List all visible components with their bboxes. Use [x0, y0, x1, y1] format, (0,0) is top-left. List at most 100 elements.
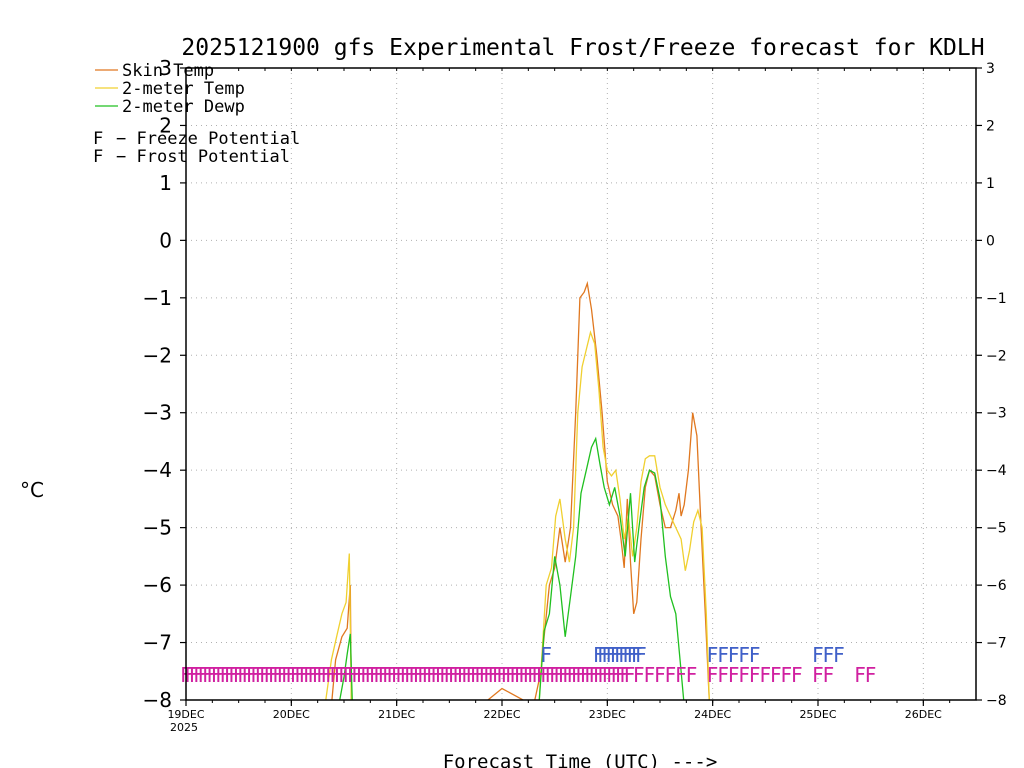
legend-freeze-label: − Freeze Potential — [116, 129, 300, 149]
x-axis-label: Forecast Time (UTC) ---> — [443, 751, 718, 768]
freeze-mark: F — [294, 663, 306, 687]
freeze-mark: F — [299, 663, 311, 687]
freeze-mark: F — [540, 663, 552, 687]
x-tick-label: 20DEC — [273, 708, 310, 721]
freeze-mark: F — [246, 663, 258, 687]
y-tick-label-right: −2 — [986, 348, 1007, 364]
freeze-mark: F — [749, 663, 761, 687]
freeze-mark: F — [264, 663, 276, 687]
frost-mark: F — [739, 643, 751, 667]
freeze-mark: F — [781, 663, 793, 687]
freeze-mark: F — [624, 663, 636, 687]
y-tick-label: −8 — [143, 688, 172, 712]
freeze-mark: F — [431, 663, 443, 687]
frost-mark: F — [812, 643, 824, 667]
freeze-mark: F — [330, 663, 342, 687]
freeze-mark: F — [675, 663, 687, 687]
freeze-mark: F — [404, 663, 416, 687]
freeze-mark: F — [185, 663, 197, 687]
freeze-mark: F — [413, 663, 425, 687]
frost-mark: F — [602, 643, 614, 667]
freeze-mark: F — [760, 663, 772, 687]
frost-mark: F — [623, 643, 635, 667]
legend-freeze-symbol: F — [93, 129, 103, 149]
x-tick-label: 23DEC — [589, 708, 626, 721]
x-tick-label: 21DEC — [378, 708, 415, 721]
freeze-mark: F — [220, 663, 232, 687]
y-tick-label-right: 3 — [986, 61, 995, 77]
freeze-mark: F — [255, 663, 267, 687]
legend-t2m-label: 2-meter Temp — [122, 79, 245, 99]
y-tick-label-right: −4 — [986, 463, 1007, 479]
frost-mark: F — [717, 643, 729, 667]
freeze-mark: F — [644, 663, 656, 687]
x-tick-label: 22DEC — [483, 708, 520, 721]
frost-mark: F — [833, 643, 845, 667]
freeze-mark: F — [598, 663, 610, 687]
freeze-mark: F — [470, 663, 482, 687]
y-axis-label: °C — [20, 478, 44, 502]
grid-lines — [186, 68, 976, 700]
freeze-mark: F — [686, 663, 698, 687]
freeze-mark: F — [448, 663, 460, 687]
y-tick-label-right: −1 — [986, 291, 1007, 307]
potential-markers: FFFFFFFFFFFFFFFFFFFFFFFFFFFFFFFFFFFFFFFF… — [180, 643, 876, 687]
freeze-mark: F — [334, 663, 346, 687]
legend-freeze-text: Freeze Potential — [136, 129, 300, 149]
freeze-mark: F — [417, 663, 429, 687]
y-tick-label: −7 — [143, 631, 172, 655]
freeze-mark: F — [619, 663, 631, 687]
freeze-mark: F — [492, 663, 504, 687]
freeze-mark: F — [633, 663, 645, 687]
frost-mark: F — [593, 643, 605, 667]
freeze-mark: F — [189, 663, 201, 687]
freeze-mark: F — [488, 663, 500, 687]
frost-mark: F — [631, 643, 643, 667]
series-line-2 — [339, 436, 685, 700]
y-tick-label: −5 — [143, 516, 172, 540]
y-tick-label: −2 — [143, 343, 172, 367]
freeze-mark: F — [558, 663, 570, 687]
legend: Skin Temp 2-meter Temp 2-meter Dewp F − … — [93, 61, 300, 167]
freeze-mark: F — [193, 663, 205, 687]
freeze-mark: F — [211, 663, 223, 687]
frost-mark: F — [823, 643, 835, 667]
freeze-mark: F — [343, 663, 355, 687]
freeze-mark: F — [395, 663, 407, 687]
frost-mark: F — [635, 643, 647, 667]
freeze-mark: F — [251, 663, 263, 687]
freeze-mark: F — [272, 663, 284, 687]
freeze-mark: F — [770, 663, 782, 687]
freeze-mark: F — [589, 663, 601, 687]
freeze-mark: F — [527, 663, 539, 687]
freeze-mark: F — [483, 663, 495, 687]
y-tick-label: −3 — [143, 401, 172, 425]
freeze-mark: F — [378, 663, 390, 687]
freeze-mark: F — [347, 663, 359, 687]
freeze-mark: F — [567, 663, 579, 687]
freeze-mark: F — [461, 663, 473, 687]
y-tick-label: −1 — [143, 286, 172, 310]
freeze-mark: F — [739, 663, 751, 687]
freeze-mark: F — [224, 663, 236, 687]
legend-frost-symbol: F — [93, 147, 103, 167]
chart-title: 2025121900 gfs Experimental Frost/Freeze… — [181, 35, 984, 61]
y-tick-label-right: −3 — [986, 406, 1007, 422]
freeze-mark: F — [444, 663, 456, 687]
x-tick-label: 25DEC — [799, 708, 836, 721]
freeze-mark: F — [316, 663, 328, 687]
freeze-mark: F — [439, 663, 451, 687]
frost-mark: F — [540, 643, 552, 667]
legend-frost-text: Frost Potential — [136, 147, 290, 167]
freeze-mark: F — [717, 663, 729, 687]
freeze-mark: F — [202, 663, 214, 687]
legend-dewp-label: 2-meter Dewp — [122, 97, 245, 117]
frost-mark: F — [618, 643, 630, 667]
freeze-mark: F — [453, 663, 465, 687]
y-tick-label: 0 — [159, 228, 172, 252]
freeze-mark: F — [391, 663, 403, 687]
series-line-0 — [331, 280, 710, 700]
freeze-mark: F — [237, 663, 249, 687]
series-line-1 — [325, 330, 710, 700]
freeze-mark: F — [229, 663, 241, 687]
